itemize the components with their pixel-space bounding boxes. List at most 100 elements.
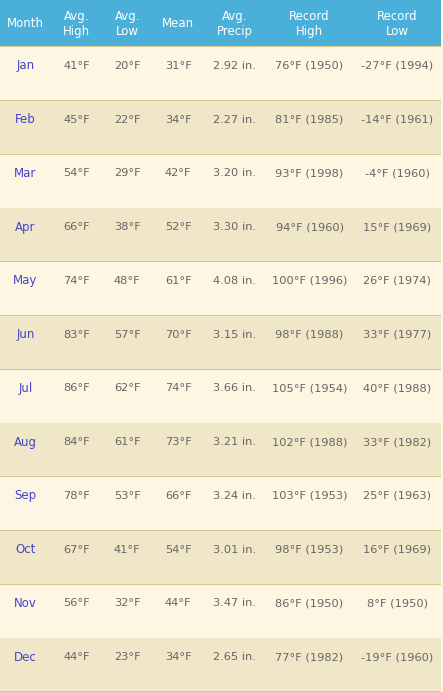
Bar [0, 208, 51, 262]
Text: 3.24 in.: 3.24 in. [213, 491, 256, 501]
Bar [354, 370, 441, 424]
Bar [153, 0, 203, 47]
Bar [0, 154, 51, 208]
Text: 41°F: 41°F [63, 61, 89, 71]
Bar [203, 154, 266, 208]
Text: 67°F: 67°F [63, 545, 89, 554]
Bar [0, 101, 51, 154]
Text: 2.92 in.: 2.92 in. [213, 61, 256, 71]
Text: 4.08 in.: 4.08 in. [213, 276, 256, 286]
Bar [102, 585, 153, 638]
Bar [203, 0, 266, 47]
Bar [266, 208, 354, 262]
Text: 3.47 in.: 3.47 in. [213, 599, 256, 608]
Text: 93°F (1998): 93°F (1998) [276, 168, 344, 179]
Text: -4°F (1960): -4°F (1960) [365, 168, 430, 179]
Bar [153, 531, 203, 585]
Bar [51, 101, 102, 154]
Text: 105°F (1954): 105°F (1954) [272, 383, 347, 393]
Text: 66°F: 66°F [63, 222, 89, 232]
Bar [51, 0, 102, 47]
Bar [102, 316, 153, 370]
Text: 84°F: 84°F [63, 437, 89, 447]
Text: Month: Month [7, 17, 44, 30]
Text: 15°F (1969): 15°F (1969) [363, 222, 431, 232]
Text: 61°F: 61°F [165, 276, 191, 286]
Text: 42°F: 42°F [165, 168, 191, 179]
Text: 52°F: 52°F [165, 222, 191, 232]
Text: 48°F: 48°F [114, 276, 140, 286]
Bar [102, 424, 153, 477]
Bar [0, 638, 51, 692]
Text: 57°F: 57°F [114, 329, 140, 340]
Bar [153, 154, 203, 208]
Bar [266, 262, 354, 316]
Bar [354, 101, 441, 154]
Bar [0, 637, 441, 638]
Text: 8°F (1950): 8°F (1950) [367, 599, 427, 608]
Text: 29°F: 29°F [114, 168, 140, 179]
Bar [0, 370, 51, 424]
Text: 25°F (1963): 25°F (1963) [363, 491, 431, 501]
Bar [51, 370, 102, 424]
Bar [0, 691, 441, 692]
Text: 62°F: 62°F [114, 383, 140, 393]
Text: 77°F (1982): 77°F (1982) [276, 652, 344, 662]
Text: 81°F (1985): 81°F (1985) [276, 115, 344, 125]
Bar [0, 477, 51, 531]
Bar [0, 316, 51, 370]
Bar [51, 208, 102, 262]
Bar [0, 584, 441, 585]
Bar [203, 638, 266, 692]
Text: 73°F: 73°F [165, 437, 191, 447]
Bar [51, 154, 102, 208]
Text: 102°F (1988): 102°F (1988) [272, 437, 347, 447]
Bar [153, 47, 203, 101]
Bar [153, 208, 203, 262]
Text: 86°F: 86°F [63, 383, 89, 393]
Bar [153, 424, 203, 477]
Text: 3.20 in.: 3.20 in. [213, 168, 256, 179]
Bar [153, 101, 203, 154]
Bar [153, 638, 203, 692]
Bar [102, 262, 153, 316]
Text: Avg.
Precip: Avg. Precip [217, 10, 253, 37]
Text: 16°F (1969): 16°F (1969) [363, 545, 431, 554]
Bar [354, 47, 441, 101]
Text: 61°F: 61°F [114, 437, 140, 447]
Text: Avg.
High: Avg. High [63, 10, 90, 37]
Text: Sep: Sep [14, 489, 36, 502]
Text: Mar: Mar [14, 167, 37, 180]
Bar [0, 47, 51, 101]
Bar [153, 370, 203, 424]
Bar [0, 423, 441, 424]
Bar [266, 316, 354, 370]
Text: 34°F: 34°F [165, 652, 191, 662]
Text: Aug: Aug [14, 435, 37, 448]
Text: 103°F (1953): 103°F (1953) [272, 491, 347, 501]
Text: 66°F: 66°F [165, 491, 191, 501]
Text: 38°F: 38°F [114, 222, 140, 232]
Text: Avg.
Low: Avg. Low [114, 10, 140, 37]
Text: Apr: Apr [15, 221, 36, 234]
Bar [354, 638, 441, 692]
Bar [203, 47, 266, 101]
Bar [0, 691, 441, 692]
Text: 74°F: 74°F [63, 276, 89, 286]
Text: Record
Low: Record Low [377, 10, 417, 37]
Bar [153, 316, 203, 370]
Bar [266, 370, 354, 424]
Bar [102, 638, 153, 692]
Bar [51, 262, 102, 316]
Bar [354, 424, 441, 477]
Bar [266, 424, 354, 477]
Bar [102, 154, 153, 208]
Text: 3.01 in.: 3.01 in. [213, 545, 256, 554]
Bar [51, 47, 102, 101]
Text: 32°F: 32°F [114, 599, 140, 608]
Bar [203, 316, 266, 370]
Text: 3.66 in.: 3.66 in. [213, 383, 256, 393]
Text: 56°F: 56°F [63, 599, 89, 608]
Bar [203, 262, 266, 316]
Text: 83°F: 83°F [63, 329, 89, 340]
